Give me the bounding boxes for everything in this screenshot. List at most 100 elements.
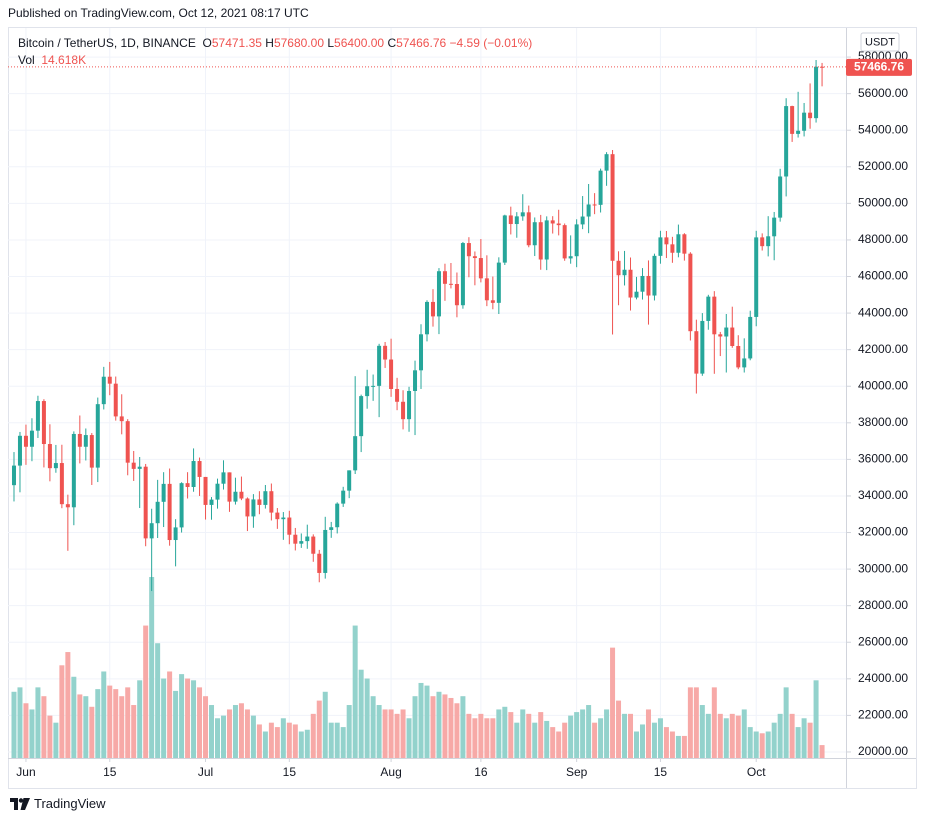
candle-body xyxy=(257,499,262,505)
volume-bar xyxy=(717,713,723,758)
volume-bar xyxy=(53,722,59,758)
volume-bar xyxy=(639,724,645,758)
y-tick-label: 50000.00 xyxy=(858,196,908,210)
volume-bar xyxy=(514,722,520,758)
candle-body xyxy=(664,237,669,245)
volume-bar xyxy=(628,713,634,758)
volume-bar xyxy=(328,722,334,758)
y-tick-label: 42000.00 xyxy=(858,342,908,356)
volume-bar xyxy=(179,674,185,758)
volume-bar xyxy=(113,689,119,758)
volume-bar xyxy=(735,715,741,758)
candle-body xyxy=(317,553,322,573)
candle-body xyxy=(323,529,328,573)
volume-bar xyxy=(448,697,454,758)
candle-body xyxy=(11,465,16,486)
candle-body xyxy=(17,435,22,466)
volume-bar xyxy=(262,731,268,758)
volume-bar xyxy=(562,722,568,758)
volume-bar xyxy=(741,709,747,758)
candle-body xyxy=(347,470,352,491)
volume-bar xyxy=(107,685,113,758)
volume-bar xyxy=(663,727,669,758)
volume-bar xyxy=(634,731,639,758)
candle-body xyxy=(209,499,214,505)
candle-body xyxy=(454,284,459,306)
volume-bar xyxy=(598,718,604,758)
volume-bar xyxy=(526,713,532,758)
volume-bar xyxy=(364,678,370,758)
candle-body xyxy=(71,433,76,508)
volume-bar xyxy=(592,722,598,758)
legend-row: Bitcoin / TetherUS, 1D, BINANCE O57471.3… xyxy=(18,35,532,52)
candle-body xyxy=(430,301,435,317)
volume-bar xyxy=(304,729,310,758)
candle-body xyxy=(215,483,220,500)
volume-bar xyxy=(430,696,436,758)
volume-bar xyxy=(484,718,490,758)
volume-bar xyxy=(101,671,107,758)
candle-body xyxy=(341,490,346,504)
volume-bar xyxy=(280,718,286,758)
volume-bar xyxy=(29,709,35,758)
candle-body xyxy=(670,244,675,253)
candle-body xyxy=(425,301,429,335)
candle-body xyxy=(568,256,573,259)
candle-body xyxy=(514,216,519,225)
candle-body xyxy=(245,498,250,517)
candle-body xyxy=(239,491,244,499)
candle-body xyxy=(125,421,130,463)
candle-body xyxy=(167,483,172,541)
candle-body xyxy=(628,269,633,298)
candle-body xyxy=(95,404,100,468)
candle-body xyxy=(544,220,549,260)
candle-body xyxy=(173,527,178,541)
candle-body xyxy=(65,504,70,508)
volume-bar xyxy=(23,703,29,758)
candle-body xyxy=(329,527,334,530)
volume-bar xyxy=(502,706,508,758)
candle-body xyxy=(89,435,94,468)
candle-body xyxy=(83,435,88,447)
candle-body xyxy=(790,106,795,134)
volume-bar xyxy=(580,709,586,758)
candle-body xyxy=(269,491,274,513)
volume-bar xyxy=(436,691,442,758)
candle-body xyxy=(496,262,501,303)
volume-bar xyxy=(460,696,466,758)
candle-body xyxy=(185,483,190,487)
candle-body xyxy=(47,444,52,469)
candle-body xyxy=(287,517,292,535)
candle-body xyxy=(143,466,148,539)
y-tick-label: 54000.00 xyxy=(858,122,908,136)
candle-body xyxy=(371,385,376,387)
candle-body xyxy=(598,170,603,205)
candle-body xyxy=(820,66,825,68)
candle-body xyxy=(59,463,64,505)
legend-row: Vol 14.618K xyxy=(18,52,532,69)
candle-body xyxy=(227,472,232,502)
volume-bar xyxy=(406,718,412,758)
volume-bar xyxy=(394,713,400,758)
candle-body xyxy=(490,300,495,303)
x-tick-label: Sep xyxy=(566,765,588,779)
chart-frame xyxy=(8,27,917,789)
candle-body xyxy=(502,215,507,263)
candle-body xyxy=(466,243,471,257)
candle-body xyxy=(53,463,58,469)
volume-bar xyxy=(550,727,556,758)
volume-bar xyxy=(765,731,771,758)
candle-body xyxy=(760,237,765,247)
volume-bar xyxy=(131,705,137,758)
volume-bar xyxy=(753,731,759,758)
candle-body xyxy=(694,331,699,374)
x-tick-label: 16 xyxy=(474,765,488,779)
volume-bar xyxy=(651,722,657,758)
volume-bar xyxy=(310,713,316,758)
y-tick-label: 46000.00 xyxy=(858,269,908,283)
volume-bar xyxy=(185,678,191,758)
volume-bar xyxy=(472,718,478,758)
candle-body xyxy=(197,461,202,477)
x-tick-label: Jun xyxy=(16,765,35,779)
